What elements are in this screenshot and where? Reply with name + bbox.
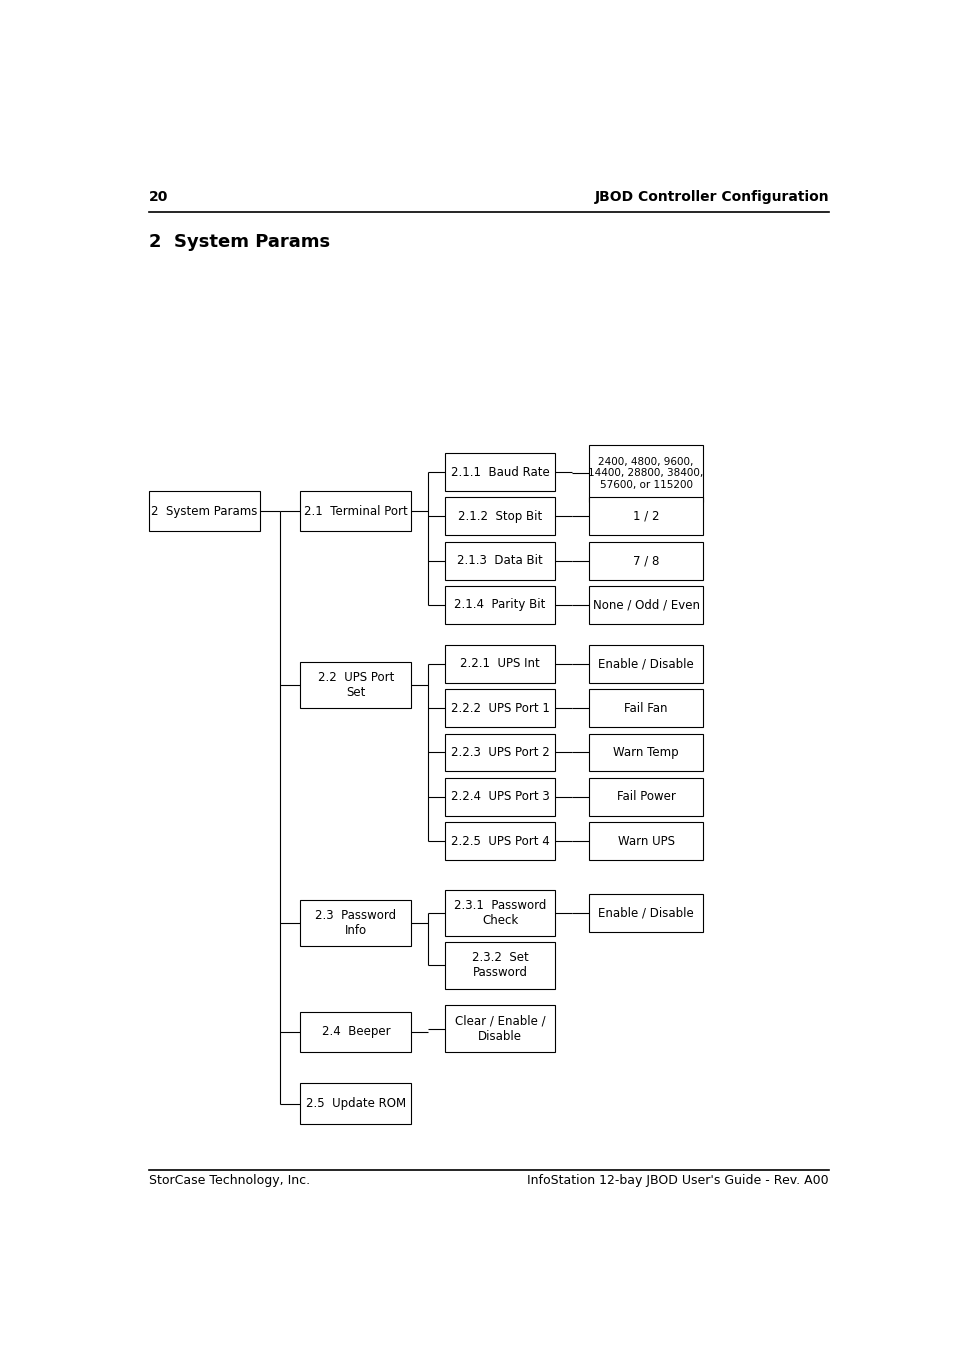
FancyBboxPatch shape [149,491,259,531]
Text: StorCase Technology, Inc.: StorCase Technology, Inc. [149,1175,310,1187]
FancyBboxPatch shape [444,734,555,772]
FancyBboxPatch shape [300,899,411,946]
FancyBboxPatch shape [444,890,555,936]
Text: 2.2.5  UPS Port 4: 2.2.5 UPS Port 4 [450,835,549,847]
FancyBboxPatch shape [444,778,555,816]
Text: Enable / Disable: Enable / Disable [598,906,693,919]
Text: Clear / Enable /
Disable: Clear / Enable / Disable [455,1014,545,1043]
Text: Fail Fan: Fail Fan [623,702,667,715]
FancyBboxPatch shape [444,942,555,988]
Text: 2400, 4800, 9600,
14400, 28800, 38400,
57600, or 115200: 2400, 4800, 9600, 14400, 28800, 38400, 5… [588,456,703,490]
Text: 2.1.2  Stop Bit: 2.1.2 Stop Bit [457,509,541,523]
FancyBboxPatch shape [444,821,555,860]
FancyBboxPatch shape [444,645,555,683]
FancyBboxPatch shape [444,586,555,624]
FancyBboxPatch shape [588,689,702,727]
Text: 2.1.1  Baud Rate: 2.1.1 Baud Rate [450,465,549,479]
Text: 2  System Params: 2 System Params [149,233,330,251]
FancyBboxPatch shape [300,1083,411,1124]
Text: 2.1.3  Data Bit: 2.1.3 Data Bit [456,554,542,567]
FancyBboxPatch shape [588,542,702,579]
Text: 2.2.1  UPS Int: 2.2.1 UPS Int [459,657,539,671]
Text: 20: 20 [149,190,168,204]
FancyBboxPatch shape [300,1012,411,1051]
Text: Fail Power: Fail Power [616,790,675,804]
Text: JBOD Controller Configuration: JBOD Controller Configuration [594,190,828,204]
Text: 2.3.1  Password
Check: 2.3.1 Password Check [454,898,546,927]
FancyBboxPatch shape [444,689,555,727]
Text: 2.3  Password
Info: 2.3 Password Info [314,909,396,938]
FancyBboxPatch shape [444,453,555,491]
Text: 2.2  UPS Port
Set: 2.2 UPS Port Set [317,671,394,700]
FancyBboxPatch shape [588,497,702,535]
FancyBboxPatch shape [588,821,702,860]
Text: 2.2.3  UPS Port 2: 2.2.3 UPS Port 2 [450,746,549,758]
FancyBboxPatch shape [444,497,555,535]
FancyBboxPatch shape [588,445,702,501]
FancyBboxPatch shape [444,542,555,579]
FancyBboxPatch shape [588,586,702,624]
Text: Warn Temp: Warn Temp [613,746,679,758]
Text: 2.5  Update ROM: 2.5 Update ROM [306,1097,405,1110]
Text: 2.4  Beeper: 2.4 Beeper [321,1025,390,1038]
Text: 2.2.2  UPS Port 1: 2.2.2 UPS Port 1 [450,702,549,715]
Text: 2.3.2  Set
Password: 2.3.2 Set Password [471,951,528,979]
Text: 2.1.4  Parity Bit: 2.1.4 Parity Bit [454,598,545,612]
FancyBboxPatch shape [300,491,411,531]
Text: 2.1  Terminal Port: 2.1 Terminal Port [304,505,407,517]
FancyBboxPatch shape [588,645,702,683]
Text: InfoStation 12-bay JBOD User's Guide - Rev. A00: InfoStation 12-bay JBOD User's Guide - R… [527,1175,828,1187]
FancyBboxPatch shape [588,734,702,772]
FancyBboxPatch shape [444,1005,555,1051]
Text: 7 / 8: 7 / 8 [632,554,659,567]
FancyBboxPatch shape [300,661,411,708]
Text: Warn UPS: Warn UPS [617,835,674,847]
Text: 1 / 2: 1 / 2 [632,509,659,523]
FancyBboxPatch shape [588,894,702,932]
Text: 2.2.4  UPS Port 3: 2.2.4 UPS Port 3 [450,790,549,804]
FancyBboxPatch shape [588,778,702,816]
Text: None / Odd / Even: None / Odd / Even [592,598,699,612]
Text: Enable / Disable: Enable / Disable [598,657,693,671]
Text: 2  System Params: 2 System Params [151,505,257,517]
